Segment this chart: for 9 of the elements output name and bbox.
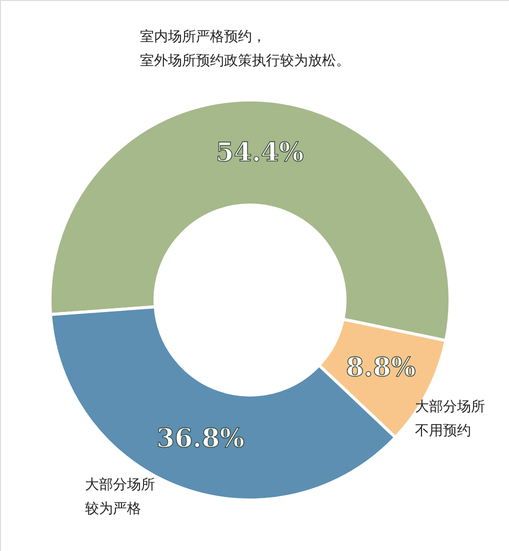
- text: 室外场所预约政策执行较为放松。: [140, 53, 350, 69]
- data-label: 54.4%: [216, 138, 304, 168]
- text: 大部分场所: [415, 399, 485, 415]
- text: 室内场所严格预约，: [140, 29, 266, 45]
- text: 大部分场所: [85, 477, 155, 493]
- data-label: 8.8%: [346, 353, 416, 384]
- text: 较为严格: [85, 501, 141, 517]
- data-label: 36.8%: [156, 424, 245, 454]
- text: 不用预约: [415, 423, 471, 439]
